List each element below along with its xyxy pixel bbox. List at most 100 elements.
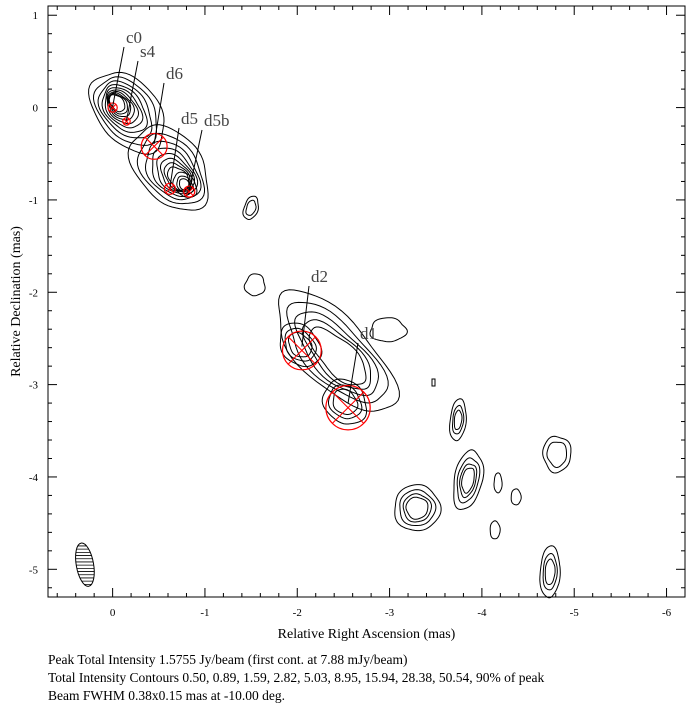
leader-line [153, 82, 165, 144]
beam-outline [75, 542, 95, 587]
far-blob-contour [431, 378, 436, 387]
contour-levels-caption: Total Intensity Contours 0.50, 0.89, 1.5… [48, 670, 545, 685]
component-d5b [183, 185, 196, 198]
plot-frame [47, 5, 686, 598]
component-label: s4 [140, 42, 156, 61]
d2-contour [279, 322, 323, 368]
beam-caption: Beam FWHM 0.38x0.15 mas at -10.00 deg. [48, 688, 285, 703]
outer-blob-contour [369, 317, 408, 343]
y-tick-label: -1 [29, 195, 38, 207]
outer-jet-contour [294, 311, 380, 397]
x-tick-label: -5 [570, 607, 580, 619]
far-blob-contour [456, 457, 481, 504]
y-tick-label: 0 [33, 103, 39, 115]
beam-hatch [72, 542, 98, 585]
y-tick-label: -5 [29, 564, 39, 576]
component-d2 [281, 330, 322, 371]
d1-contour [332, 388, 359, 415]
component-cross [123, 118, 130, 125]
y-tick-label: -4 [29, 472, 39, 484]
contour-map: 0 -1 -2 -3 -4 -5 -6 1 0 -1 -2 -3 -4 -5 Relative Right … [9, 5, 686, 642]
far-blob-contour [461, 467, 475, 494]
core-contour [92, 76, 158, 146]
core-contour [106, 89, 140, 125]
far-blob-contour [402, 493, 433, 523]
core-contour [104, 87, 144, 129]
far-blob-contour [493, 472, 503, 494]
outer-jet-contour [308, 326, 367, 386]
small-blob-contour [243, 273, 266, 297]
core-contour [101, 84, 148, 133]
component-cross [144, 136, 164, 157]
component-label: d5 [181, 109, 198, 128]
x-tick-label: -1 [200, 607, 209, 619]
x-tick-label: -4 [477, 607, 487, 619]
component-cross [331, 391, 365, 425]
leader-line [169, 127, 180, 188]
inner-jet-contour [127, 124, 209, 211]
inner-jet-contour [152, 147, 199, 198]
x-tick-label: -3 [385, 607, 395, 619]
outer-jet-contour [286, 301, 389, 404]
far-blob-contour [542, 435, 572, 474]
y-axis-label: Relative Declination (mas) [9, 226, 24, 377]
far-blob-contour [453, 449, 485, 511]
inner-jet-contour [136, 132, 205, 205]
component-d1 [325, 384, 371, 431]
component-label: d6 [166, 64, 183, 83]
d1-contour [321, 378, 368, 425]
far-blob-contour [510, 488, 522, 506]
contour-lines [88, 71, 572, 599]
leader-line [301, 285, 310, 347]
core-contour [107, 92, 132, 117]
y-tick-label: -2 [29, 287, 38, 299]
x-axis-label: Relative Right Ascension (mas) [278, 627, 456, 642]
component-d6 [140, 132, 168, 160]
component-d5 [163, 182, 177, 195]
far-blob-contour [539, 545, 561, 599]
leader-line [112, 46, 125, 107]
y-tick-label: -3 [29, 380, 39, 392]
component-cross [287, 336, 317, 365]
component-label: d1 [360, 324, 377, 343]
far-blob-contour [449, 398, 467, 442]
far-blob-contour [453, 409, 463, 430]
component-label: d5b [204, 111, 230, 130]
component-cross [184, 187, 194, 196]
leader-line [188, 129, 203, 191]
model-components [107, 102, 371, 431]
d2-contour [284, 327, 317, 362]
peak-intensity-caption: Peak Total Intensity 1.5755 Jy/beam (fir… [48, 652, 408, 667]
far-blob-contour [489, 520, 501, 540]
far-blob-contour [405, 496, 429, 520]
x-tick-label: -6 [662, 607, 672, 619]
far-blob-contour [452, 404, 465, 435]
y-tick-label: 1 [33, 10, 39, 22]
outer-jet-contour [278, 289, 400, 412]
component-label: c0 [126, 28, 142, 47]
far-blob-contour [394, 484, 442, 532]
core-contour [107, 91, 135, 121]
far-blob-contour [542, 552, 558, 591]
beam-ellipse [72, 542, 98, 587]
far-blob-contour [459, 463, 478, 499]
core-contour [97, 80, 153, 139]
leader-line [125, 60, 139, 121]
component-c0 [107, 102, 118, 113]
x-tick-label: 0 [110, 607, 116, 619]
component-cross [108, 103, 117, 112]
small-blob-contour [245, 199, 257, 216]
inner-jet-contour [160, 157, 193, 193]
far-blob-contour [546, 441, 567, 469]
inner-jet-contour [144, 140, 202, 201]
small-blob-contour [242, 195, 259, 221]
far-blob-contour [544, 558, 556, 585]
knot-contour [172, 171, 198, 198]
component-label: d2 [311, 267, 328, 286]
leader-line [347, 342, 359, 404]
d1-contour [328, 384, 363, 420]
component-s4 [122, 117, 131, 126]
x-tick-label: -2 [293, 607, 302, 619]
far-blob-contour [399, 489, 437, 526]
component-cross [165, 184, 175, 194]
